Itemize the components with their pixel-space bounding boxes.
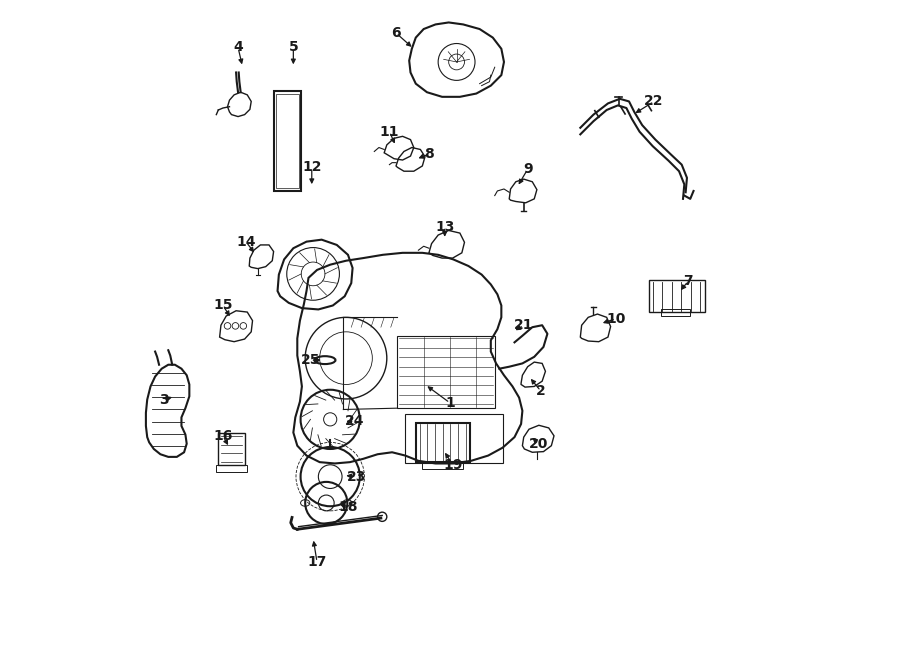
Bar: [405, 414, 503, 463]
Text: 22: 22: [644, 95, 664, 108]
Text: 15: 15: [213, 299, 233, 313]
Bar: [649, 280, 705, 312]
Text: 24: 24: [345, 414, 364, 428]
Text: 13: 13: [435, 219, 454, 233]
Text: 4: 4: [233, 40, 243, 54]
Text: 9: 9: [523, 162, 533, 176]
Bar: [216, 465, 248, 472]
Text: 18: 18: [338, 500, 357, 514]
Bar: [661, 309, 690, 316]
Bar: [416, 422, 470, 462]
Text: 10: 10: [607, 311, 625, 326]
Text: 2: 2: [536, 384, 545, 398]
Text: 8: 8: [424, 147, 434, 161]
Text: 6: 6: [392, 26, 400, 40]
Text: 14: 14: [236, 235, 256, 249]
Bar: [219, 432, 245, 465]
Bar: [274, 91, 302, 191]
Text: 21: 21: [514, 318, 534, 332]
Bar: [275, 94, 300, 188]
Text: 17: 17: [308, 555, 327, 569]
Text: 16: 16: [213, 429, 232, 443]
Text: 19: 19: [444, 459, 463, 473]
Bar: [397, 336, 495, 408]
Text: 3: 3: [159, 393, 168, 407]
Text: 5: 5: [289, 40, 298, 54]
Text: 11: 11: [380, 125, 400, 139]
Text: 23: 23: [346, 469, 366, 484]
Text: 1: 1: [446, 396, 454, 410]
Text: 25: 25: [301, 353, 320, 367]
Text: 7: 7: [683, 274, 693, 288]
Text: 20: 20: [529, 437, 548, 451]
Text: 12: 12: [302, 160, 321, 175]
Bar: [422, 462, 464, 469]
